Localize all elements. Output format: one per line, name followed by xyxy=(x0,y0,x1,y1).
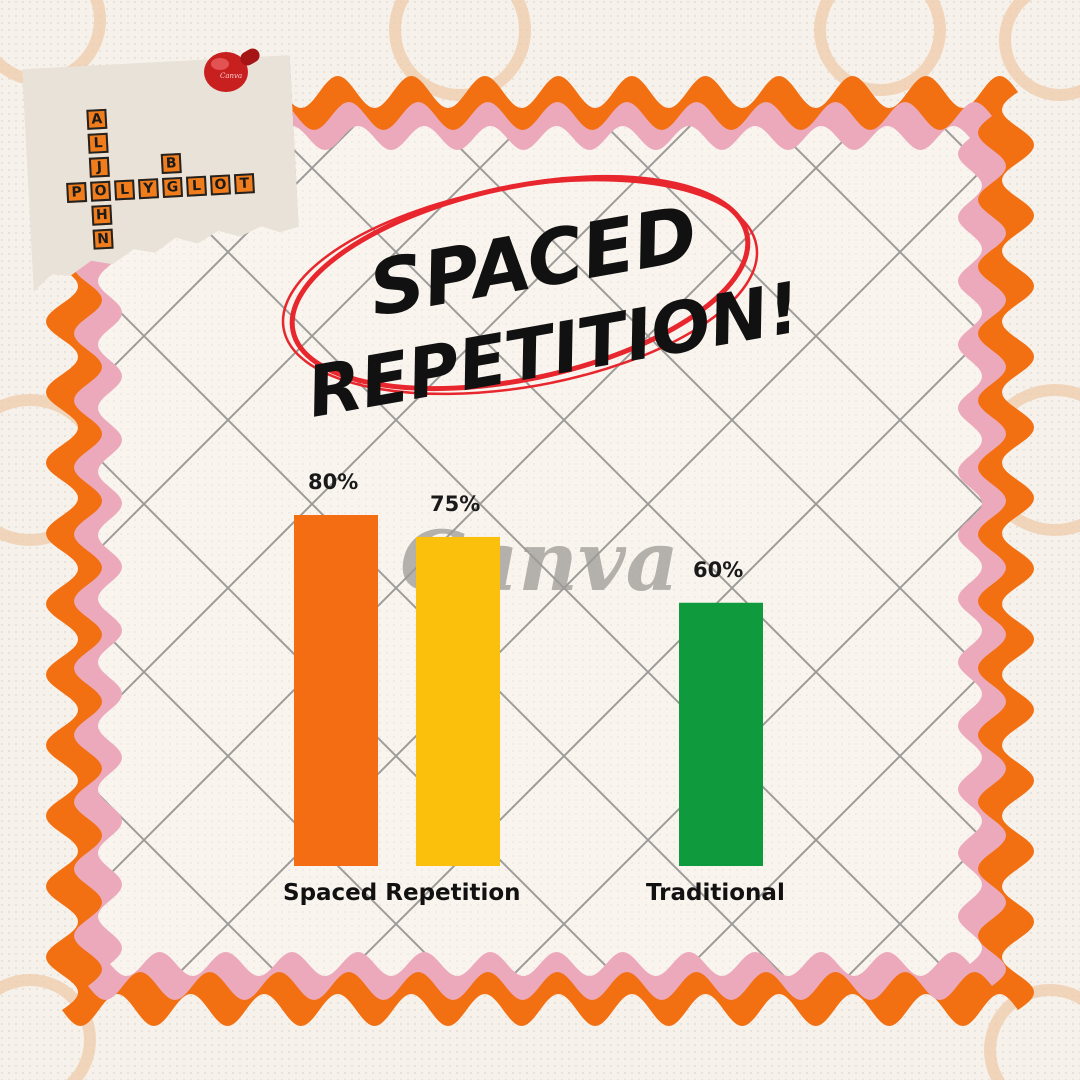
bar-2 xyxy=(416,536,500,866)
grid-line xyxy=(407,126,982,976)
grid-line xyxy=(98,126,721,976)
grid-line xyxy=(98,126,649,976)
grid-line xyxy=(98,126,481,976)
category-label: Spaced Repetition xyxy=(283,880,521,906)
push-pin-icon: Canva xyxy=(204,48,260,92)
grid-line xyxy=(647,126,982,976)
grid-line xyxy=(239,126,982,976)
bar-value-label: 80% xyxy=(308,470,358,494)
grid-line xyxy=(311,126,982,976)
grid-line xyxy=(575,126,982,976)
grid-line xyxy=(98,126,553,976)
grid-line xyxy=(743,126,982,976)
title-block: SPACED REPETITION! xyxy=(281,174,790,425)
bar-3 xyxy=(679,602,763,866)
bar-value-label: 60% xyxy=(693,558,743,582)
grid-line xyxy=(98,126,385,976)
bar-value-label: 75% xyxy=(430,492,480,516)
bar-1 xyxy=(294,515,378,866)
grid-line xyxy=(98,126,982,976)
pin-mark: Canva xyxy=(220,72,242,80)
grid-line xyxy=(143,126,982,976)
category-label: Traditional xyxy=(646,880,785,906)
